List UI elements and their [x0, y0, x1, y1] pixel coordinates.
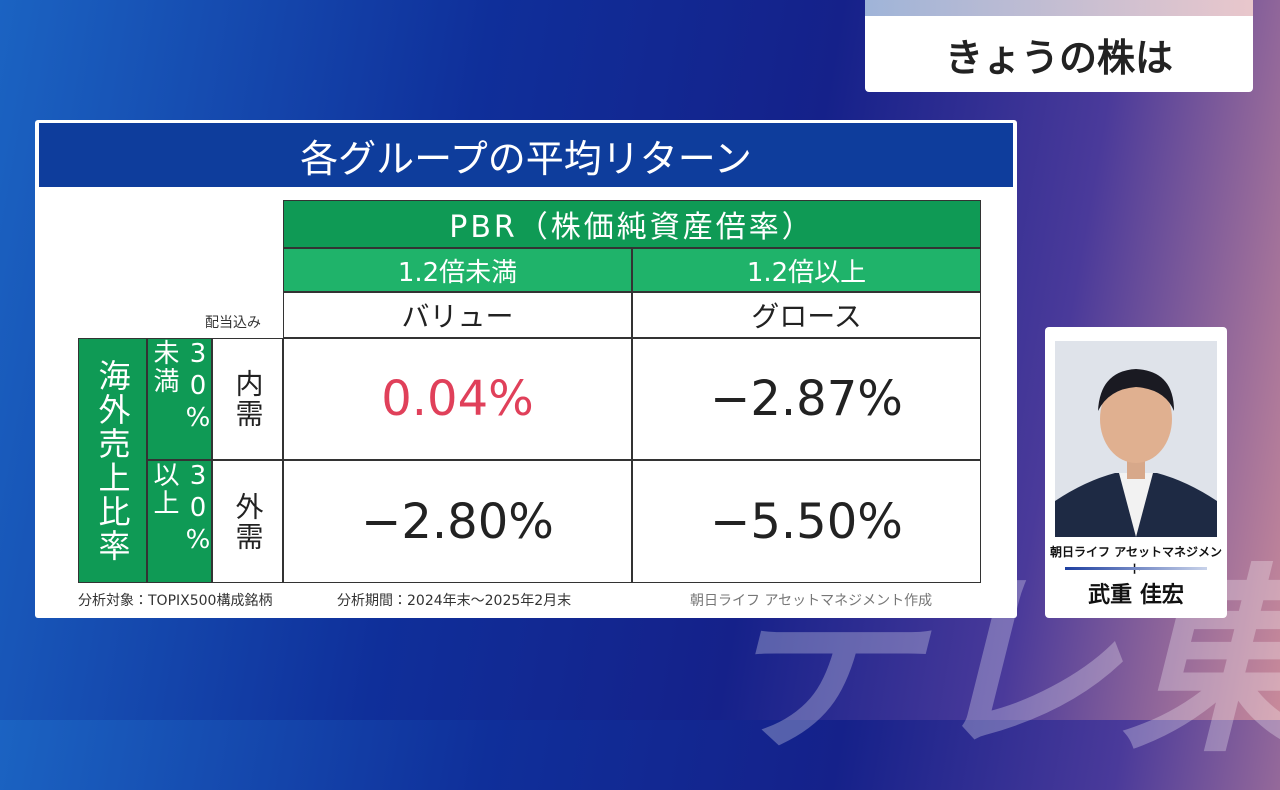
footer-source: 朝日ライフ アセットマネジメント作成 — [690, 593, 933, 609]
footer-period: 分析期間：2024年末〜2025年2月末 — [337, 593, 572, 609]
column-subheader: グロース — [632, 292, 981, 338]
row-label: 外需 — [212, 460, 283, 583]
corner-title: きょうの株は — [944, 35, 1173, 80]
panel-title: 各グループの平均リターン — [39, 123, 1013, 187]
card-rule — [1065, 567, 1207, 570]
value-cell: −5.50% — [632, 460, 981, 583]
footer-target: 分析対象：TOPIX500構成銘柄 — [78, 593, 273, 609]
row-label: 内需 — [212, 338, 283, 460]
value-cell: 0.04% — [283, 338, 632, 460]
person-company: 朝日ライフ アセットマネジメント — [1050, 545, 1222, 576]
column-header: 1.2倍未満 — [283, 248, 632, 292]
hair — [1098, 369, 1174, 411]
corner-box: きょうの株は — [865, 0, 1253, 92]
value-cell: −2.80% — [283, 460, 632, 583]
column-header: 1.2倍以上 — [632, 248, 981, 292]
screen: テレ東 きょうの株は 各グループの平均リターン PBR（株価純資産倍率） 1.2… — [0, 0, 1280, 720]
corner-strip — [865, 0, 1253, 16]
row-ratio: 30%未満 — [147, 338, 213, 460]
shirt — [1119, 473, 1153, 537]
person-photo — [1055, 341, 1217, 537]
note: 配当込み — [205, 315, 261, 331]
panel: 各グループの平均リターン PBR（株価純資産倍率） 1.2倍未満 1.2倍以上 … — [35, 120, 1017, 618]
row-ratio: 30%以上 — [147, 460, 213, 583]
row-group-label: 海外売上比率 — [78, 338, 147, 583]
table-header: PBR（株価純資産倍率） — [283, 200, 981, 248]
value-cell: −2.87% — [632, 338, 981, 460]
person-name: 武重 佳宏 — [1088, 583, 1184, 608]
person-card: 朝日ライフ アセットマネジメント 武重 佳宏 — [1045, 327, 1227, 618]
column-subheader: バリュー — [283, 292, 632, 338]
face — [1100, 375, 1172, 463]
